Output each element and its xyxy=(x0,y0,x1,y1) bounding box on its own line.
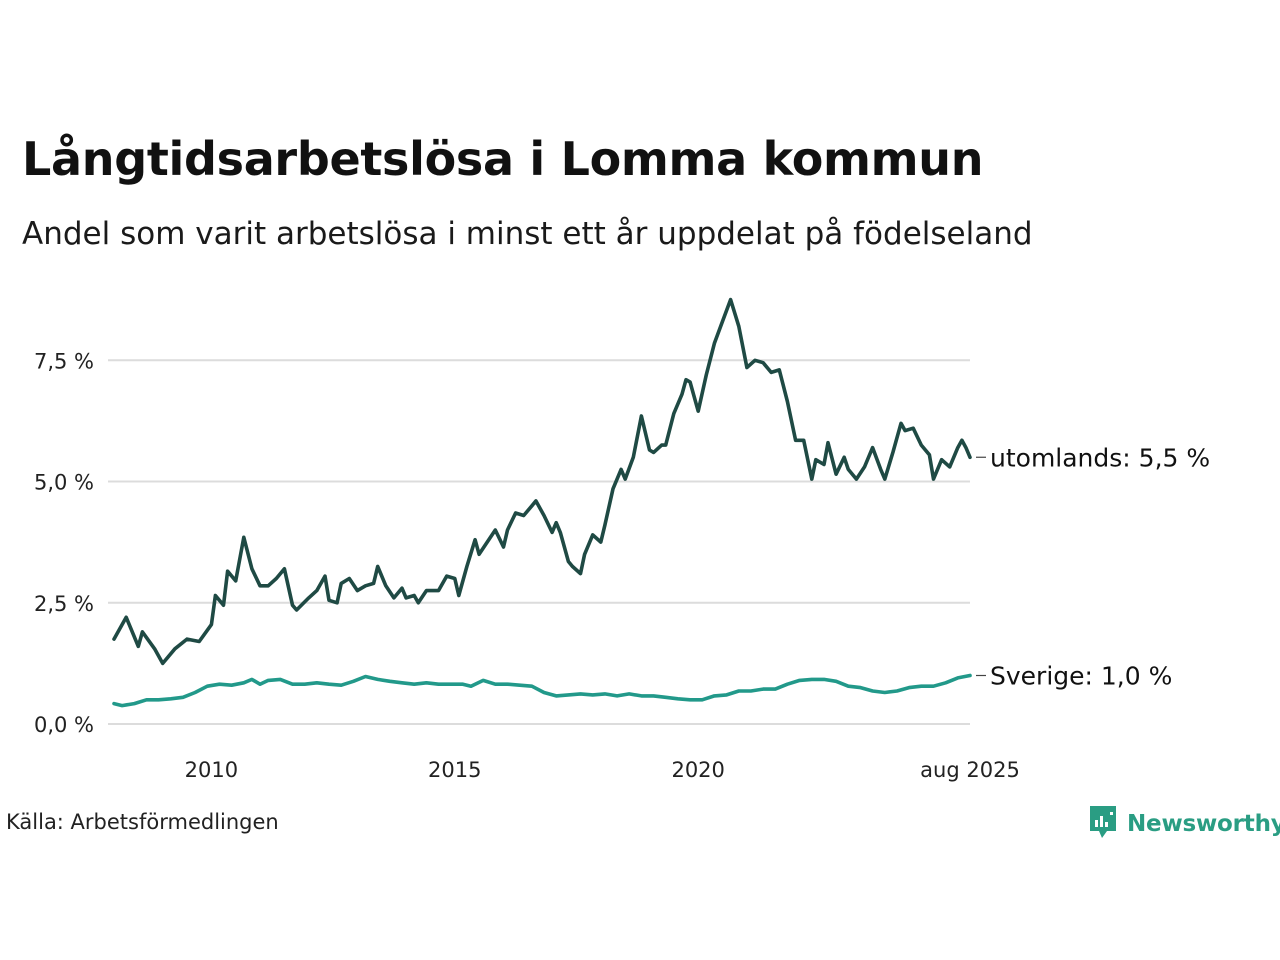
newsworthy-logo-icon xyxy=(1088,804,1118,844)
grid-lines xyxy=(108,359,970,725)
x-tick-label: 2015 xyxy=(428,758,481,782)
chart-subtitle: Andel som varit arbetslösa i minst ett å… xyxy=(22,216,1033,252)
source-note: Källa: Arbetsförmedlingen xyxy=(6,810,279,834)
y-tick-label: 2,5 % xyxy=(34,592,94,616)
x-tick-label: 2010 xyxy=(185,758,238,782)
y-tick-label: 5,0 % xyxy=(34,471,94,495)
brand-logo[interactable]: Newsworthy xyxy=(1088,804,1280,844)
brand-name: Newsworthy xyxy=(1127,811,1280,837)
series-end-label: utomlands: 5,5 % xyxy=(990,443,1210,472)
y-tick-label: 7,5 % xyxy=(34,349,94,373)
y-axis-tick-labels: 0,0 % 2,5 % 5,0 % 7,5 % xyxy=(34,349,94,737)
series-lines xyxy=(112,297,972,708)
x-axis-tick-labels: 2010 2015 2020 aug 2025 xyxy=(185,758,1020,782)
series-end-labels: utomlands: 5,5 % Sverige: 1,0 % xyxy=(976,443,1210,691)
series-line-utomlands xyxy=(112,297,972,666)
x-tick-label: aug 2025 xyxy=(920,758,1020,782)
series-line-sverige xyxy=(112,673,972,708)
x-tick-label: 2020 xyxy=(671,758,724,782)
y-tick-label: 0,0 % xyxy=(34,713,94,737)
series-end-label: Sverige: 1,0 % xyxy=(990,662,1172,691)
chart-title: Långtidsarbetslösa i Lomma kommun xyxy=(22,132,984,186)
